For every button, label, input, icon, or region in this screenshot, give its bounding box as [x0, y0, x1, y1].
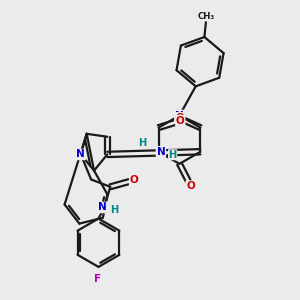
Text: H: H: [169, 150, 177, 160]
Text: O: O: [175, 113, 184, 123]
Text: N: N: [157, 147, 165, 157]
Text: N: N: [98, 202, 107, 212]
Text: N: N: [175, 110, 184, 121]
Text: CH₃: CH₃: [197, 12, 214, 21]
Text: O: O: [130, 175, 139, 185]
Text: H: H: [138, 138, 146, 148]
Text: F: F: [94, 274, 101, 284]
Text: O: O: [186, 181, 195, 191]
Text: H: H: [110, 205, 118, 215]
Text: O: O: [176, 116, 185, 126]
Text: N: N: [76, 149, 85, 159]
